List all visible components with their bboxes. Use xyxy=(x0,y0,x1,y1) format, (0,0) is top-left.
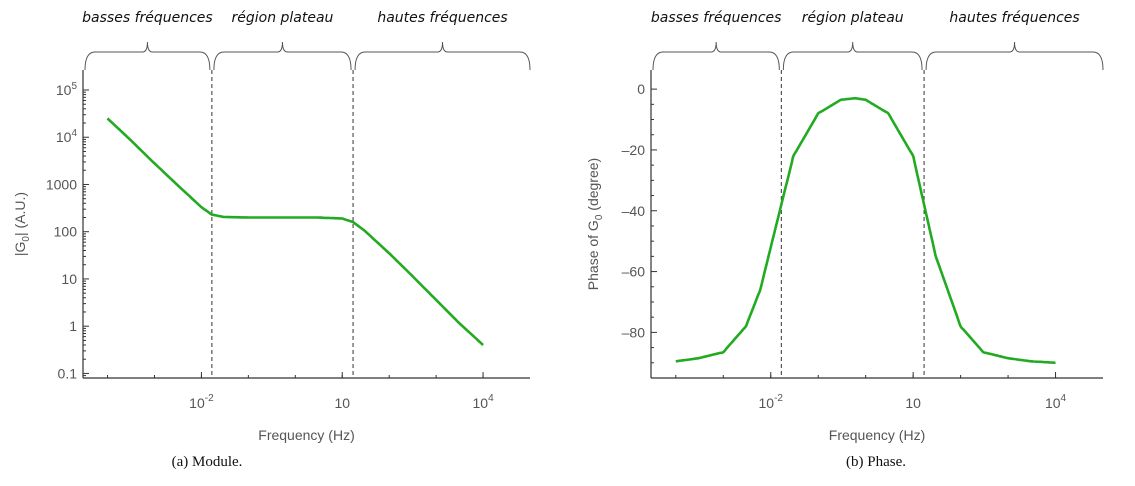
y-tick-label: 0.1 xyxy=(58,365,78,381)
y-tick-exponent: 5 xyxy=(71,81,77,92)
y-axis-label: |G0| (A.U.) xyxy=(12,192,32,256)
y-tick-base: 1 xyxy=(69,318,77,334)
y-axis-label-subscript: 0 xyxy=(21,236,32,242)
y-axis-label-tail: (degree) xyxy=(585,158,601,215)
y-tick-label: –80 xyxy=(622,324,646,340)
y-tick-base: 0 xyxy=(637,81,645,97)
series-line-1 xyxy=(106,117,484,346)
y-tick-base: –20 xyxy=(622,142,646,158)
region-label: région plateau xyxy=(802,10,904,26)
region-brace xyxy=(925,41,1104,71)
y-tick-base: 100 xyxy=(54,224,78,240)
x-tick-label: 10-2 xyxy=(759,393,784,411)
y-axis-label-subscript: 0 xyxy=(594,214,605,220)
figure-caption: (b) Phase. xyxy=(846,454,906,470)
region-label: basses fréquences xyxy=(82,10,213,26)
y-axis-label-main: Phase of G xyxy=(585,220,601,290)
y-tick-label: 0 xyxy=(637,81,645,97)
x-tick-exponent: -2 xyxy=(774,393,783,404)
x-tick-label: 104 xyxy=(472,393,494,411)
y-tick-label: 105 xyxy=(56,81,78,98)
x-tick-base: 10 xyxy=(472,395,488,411)
x-tick-label: 104 xyxy=(1045,393,1067,411)
y-tick-base: 0.1 xyxy=(58,365,78,381)
x-tick-label: 10-2 xyxy=(189,393,214,411)
y-tick-base: –80 xyxy=(622,324,646,340)
region-label: hautes fréquences xyxy=(949,10,1079,26)
series-line-1 xyxy=(675,96,1056,365)
y-tick-base: 10 xyxy=(56,129,72,145)
y-tick-base: 10 xyxy=(61,271,77,287)
x-tick-base: 10 xyxy=(189,395,205,411)
region-brace xyxy=(84,41,211,71)
x-tick-base: 10 xyxy=(1045,395,1061,411)
x-tick-label: 10 xyxy=(905,395,921,411)
x-tick-base: 10 xyxy=(334,395,350,411)
y-tick-base: –60 xyxy=(622,264,646,280)
y-tick-base: 1000 xyxy=(46,176,77,192)
region-label: région plateau xyxy=(231,10,333,26)
x-tick-base: 10 xyxy=(905,395,921,411)
x-tick-base: 10 xyxy=(759,395,775,411)
x-tick-exponent: 4 xyxy=(1061,393,1067,404)
figure-caption: (a) Module. xyxy=(172,454,243,470)
region-brace xyxy=(652,41,780,71)
y-tick-label: –40 xyxy=(622,203,646,219)
y-tick-base: –40 xyxy=(622,203,646,219)
y-tick-exponent: 4 xyxy=(71,128,77,139)
y-tick-base: 10 xyxy=(56,82,72,98)
x-tick-exponent: 4 xyxy=(488,393,494,404)
y-tick-label: 10 xyxy=(61,271,77,287)
x-axis-label: Frequency (Hz) xyxy=(258,427,354,443)
region-brace xyxy=(354,41,531,71)
region-label: hautes fréquences xyxy=(377,10,507,26)
y-tick-label: 100 xyxy=(54,224,78,240)
y-axis-label-tail: | (A.U.) xyxy=(12,192,28,236)
y-tick-label: –60 xyxy=(622,264,646,280)
y-tick-label: 1000 xyxy=(46,176,77,192)
x-axis-label: Frequency (Hz) xyxy=(829,427,925,443)
x-tick-exponent: -2 xyxy=(205,393,214,404)
region-brace xyxy=(782,41,923,71)
y-axis-label-main: |G xyxy=(12,242,28,257)
x-tick-label: 10 xyxy=(334,395,350,411)
y-axis-label: Phase of G0 (degree) xyxy=(585,158,605,290)
region-label: basses fréquences xyxy=(651,10,782,26)
y-tick-label: –20 xyxy=(622,142,646,158)
y-tick-label: 104 xyxy=(56,128,78,145)
region-brace xyxy=(213,41,352,71)
y-tick-label: 1 xyxy=(69,318,77,334)
